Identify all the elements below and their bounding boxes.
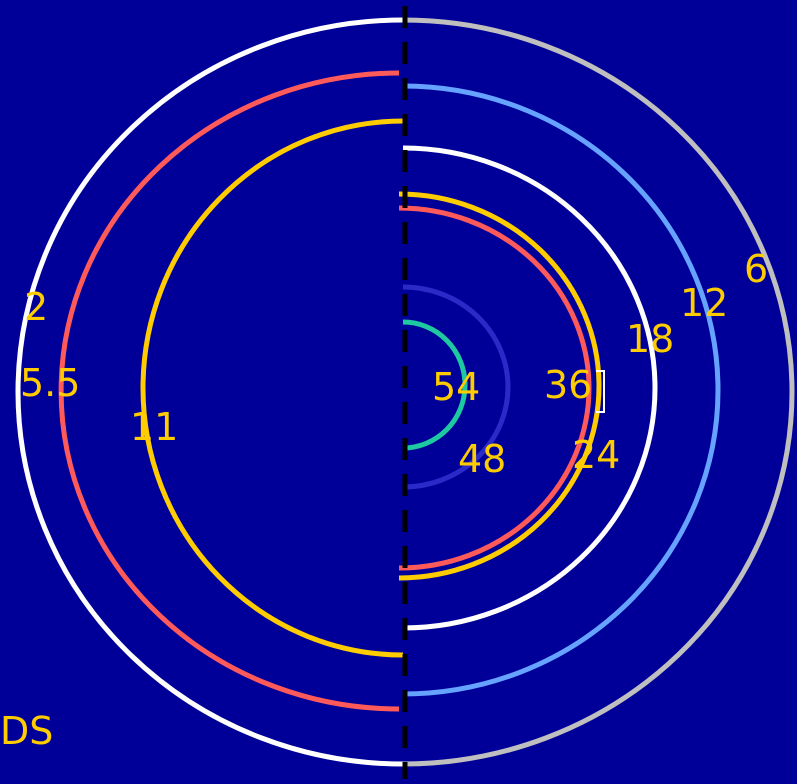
ring-12-right [402, 83, 721, 697]
label-48: 48 [458, 437, 506, 481]
label-18: 18 [626, 317, 674, 361]
ring-6-right [402, 17, 795, 767]
ring-18-right [402, 145, 658, 631]
label-ds: DS [0, 709, 53, 753]
label-6: 6 [744, 247, 768, 291]
ring-48-right [402, 284, 511, 490]
label-2: 2 [24, 285, 48, 329]
ring-36-right [398, 205, 592, 571]
label-5-5: 5.5 [20, 361, 80, 405]
label-54: 54 [432, 365, 480, 409]
ring-24-right [398, 191, 602, 581]
ring-54-right [402, 319, 468, 451]
ring-11-left [140, 118, 404, 658]
ring-36-bracket [596, 370, 605, 413]
label-12: 12 [680, 281, 728, 325]
ring-2-left [15, 17, 404, 767]
label-24: 24 [572, 433, 620, 477]
label-36: 36 [544, 363, 592, 407]
ring-5-5-left [58, 70, 400, 712]
label-11: 11 [130, 405, 178, 449]
